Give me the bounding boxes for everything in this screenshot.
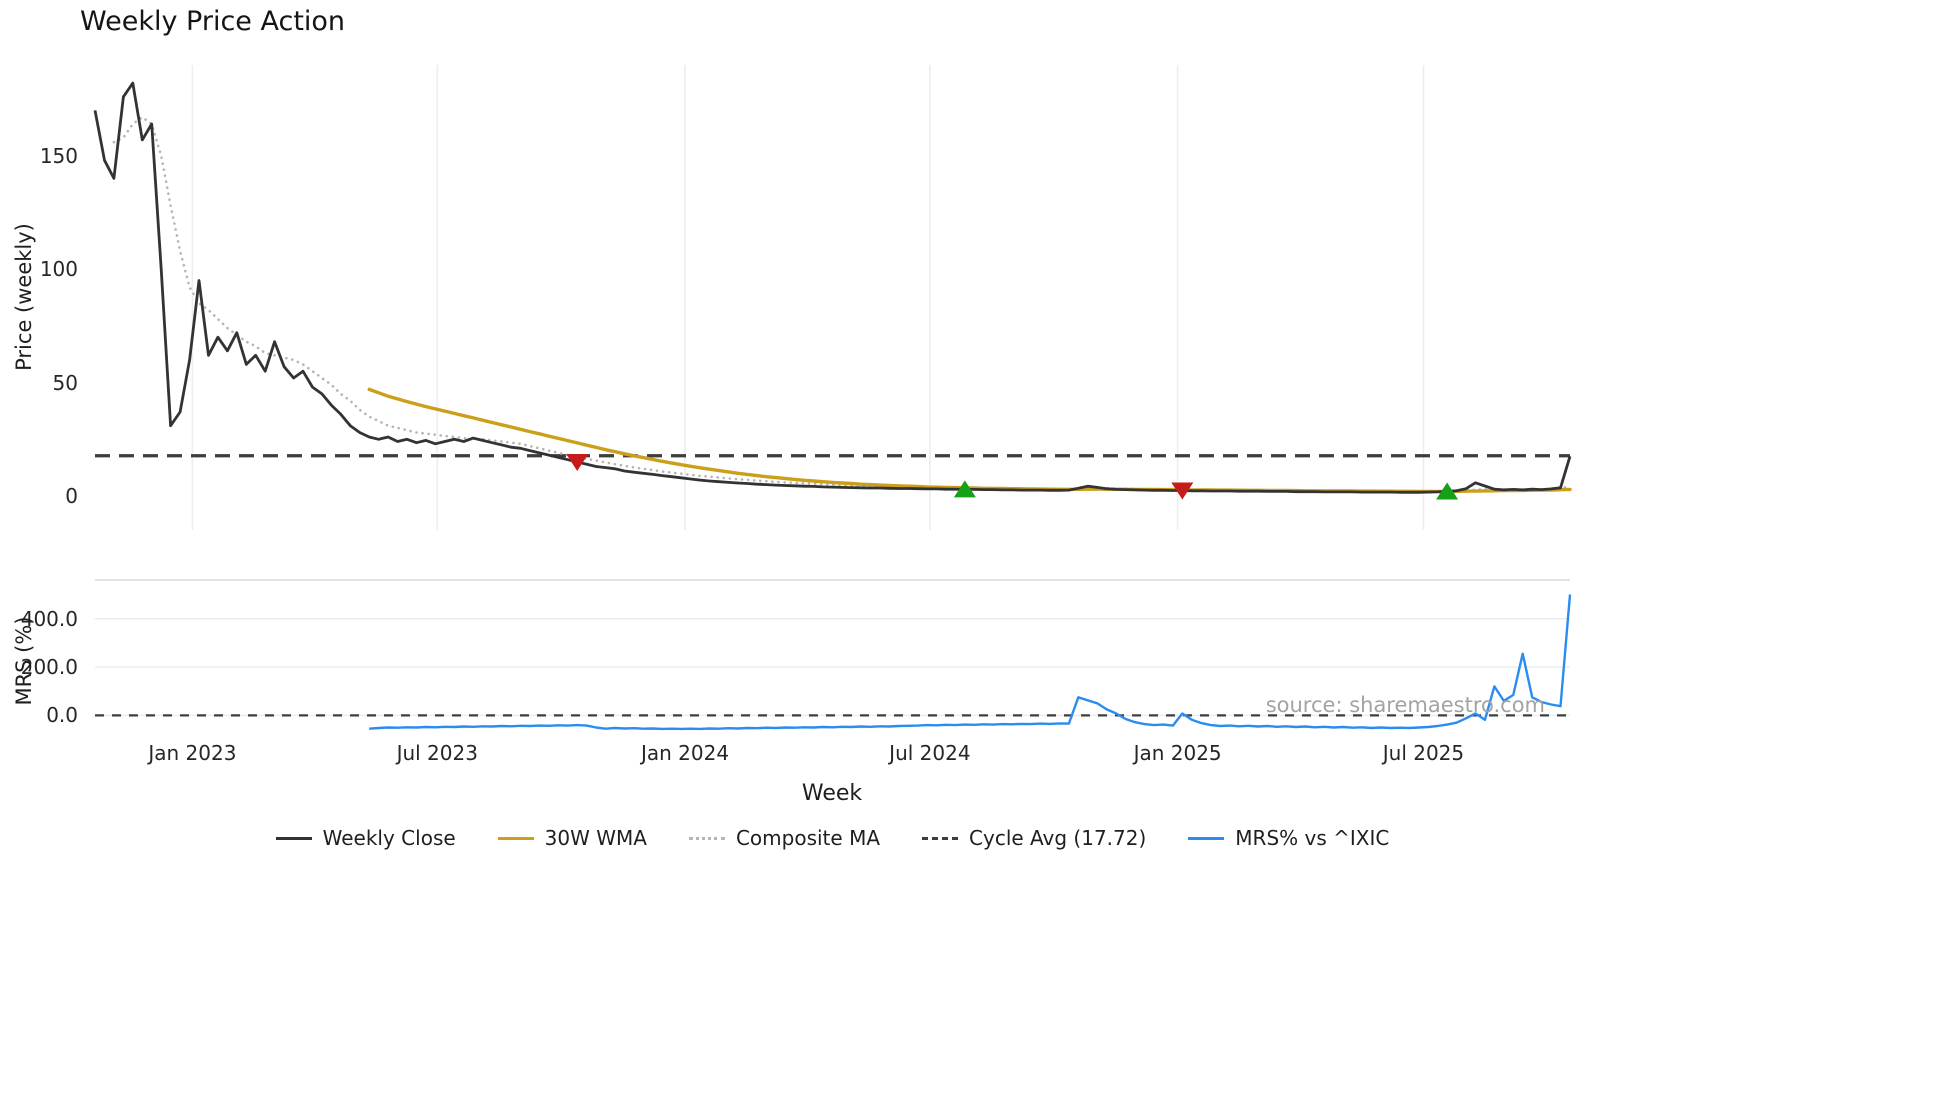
legend-item-weekly-close: Weekly Close <box>275 826 456 850</box>
legend-label: Cycle Avg (17.72) <box>969 826 1147 850</box>
legend-label: Composite MA <box>735 826 881 850</box>
legend-item-composite-ma: Composite MA <box>688 826 881 850</box>
sell-signal-marker <box>1171 482 1194 500</box>
y-tick-label: 400.0 <box>20 606 78 631</box>
legend-label: MRS% vs ^IXIC <box>1235 826 1390 850</box>
y-tick-label: 100 <box>39 257 78 282</box>
composite-ma-line <box>112 115 1572 493</box>
y-tick-label: 50 <box>52 370 78 395</box>
x-tick-label: Jul 2023 <box>396 741 478 765</box>
chart-title: Weekly Price Action <box>80 6 346 37</box>
y-tick-label: 0 <box>65 483 78 508</box>
x-tick-label: Jan 2025 <box>1133 741 1222 765</box>
buy-signal-marker <box>953 480 976 498</box>
legend-label: Weekly Close <box>322 826 456 850</box>
legend-item-30w-wma: 30W WMA <box>497 826 647 850</box>
x-tick-label: Jul 2024 <box>889 741 971 765</box>
weekly-close-line <box>93 81 1572 494</box>
wma-line <box>367 387 1572 494</box>
x-tick-label: Jan 2024 <box>640 741 730 765</box>
y-tick-label: 150 <box>39 143 78 168</box>
x-tick-label: Jan 2023 <box>148 741 237 765</box>
source-watermark: source: sharemaestro.com <box>1265 693 1545 717</box>
composite-ma-swatch-icon <box>688 836 725 840</box>
mrs-swatch-icon <box>1188 836 1225 840</box>
y-tick-label: 200.0 <box>20 655 78 680</box>
legend: Weekly Close 30W WMA Composite MA Cycle … <box>95 826 1570 850</box>
x-axis-label: Week <box>801 781 863 806</box>
legend-item-mrs: MRS% vs ^IXIC <box>1188 826 1389 850</box>
y-tick-label: 0.0 <box>46 703 78 728</box>
legend-label: 30W WMA <box>544 826 647 850</box>
mrs-axis-label: MRS (%) <box>12 616 36 706</box>
buy-signal-marker <box>1436 482 1459 500</box>
mrs-line <box>369 594 1572 731</box>
wma-swatch-icon <box>497 836 534 840</box>
cycle-avg-swatch-icon <box>922 836 959 840</box>
x-tick-label: Jul 2025 <box>1382 741 1465 765</box>
sell-signal-marker <box>566 453 589 471</box>
weekly-close-swatch-icon <box>275 836 312 840</box>
price-axis-label: Price (weekly) <box>12 223 36 371</box>
legend-item-cycle-avg: Cycle Avg (17.72) <box>922 826 1146 850</box>
